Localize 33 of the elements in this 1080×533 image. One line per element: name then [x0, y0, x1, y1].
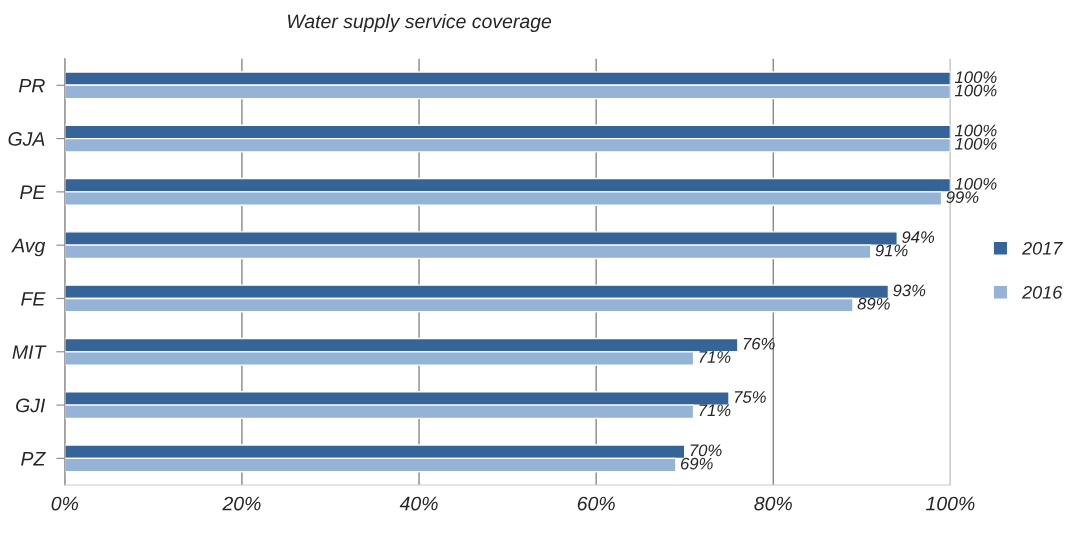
- data-label: 100%: [955, 84, 997, 97]
- data-label: 75%: [734, 391, 766, 403]
- x-tick-label: 20%: [222, 496, 261, 511]
- legend-label: 2017: [1022, 241, 1063, 255]
- data-label: 69%: [680, 457, 713, 470]
- chart-title: Water supply service coverage: [287, 13, 552, 33]
- data-label: 91%: [875, 244, 908, 257]
- data-label: 100%: [955, 137, 997, 150]
- data-label: 99%: [946, 191, 979, 204]
- y-tick-label: MIT: [12, 345, 47, 359]
- y-tick-label: PZ: [21, 452, 46, 466]
- y-tick-label: Avg: [11, 238, 46, 257]
- data-label: 100%: [955, 177, 997, 190]
- y-tick-label: GJI: [16, 398, 46, 413]
- data-label: 71%: [699, 404, 731, 417]
- x-tick-label: 100%: [926, 496, 975, 511]
- y-tick-label: FE: [21, 292, 46, 306]
- x-tick-label: 80%: [754, 496, 792, 511]
- x-tick-label: 0%: [51, 496, 79, 511]
- data-label: 71%: [699, 351, 731, 363]
- data-label: 76%: [743, 337, 775, 350]
- x-tick-label: 40%: [399, 496, 438, 511]
- data-label: 100%: [955, 124, 997, 137]
- y-tick-label: PR: [18, 78, 45, 93]
- data-label: 100%: [955, 71, 997, 84]
- data-label: 94%: [902, 231, 935, 243]
- data-label: 70%: [690, 444, 722, 457]
- x-tick-label: 60%: [577, 496, 615, 511]
- data-label: 93%: [893, 284, 926, 297]
- legend-label: 2016: [1022, 285, 1063, 299]
- data-label: 89%: [857, 297, 890, 310]
- y-tick-label: GJA: [8, 132, 45, 146]
- y-tick-label: PE: [20, 185, 46, 199]
